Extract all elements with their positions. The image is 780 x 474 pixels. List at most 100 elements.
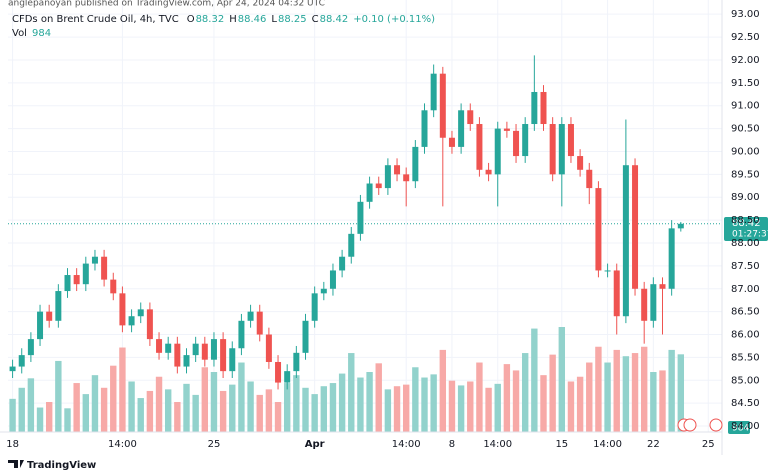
volume-bar [219,390,227,432]
candle-body [622,165,629,317]
candle-body [183,355,190,367]
candle-body [284,371,291,383]
volume-bar [265,389,273,432]
volume-bar [640,346,648,432]
candle-body [55,291,62,321]
volume-bar [476,362,483,432]
volume-bar [192,394,199,432]
volume-bar [183,383,190,432]
y-tick-label: 86.00 [731,330,760,341]
candle-body [311,293,318,321]
volume-bar [164,389,172,432]
volume-bar [119,347,126,432]
candle-body [146,309,153,340]
candle-body [91,256,98,264]
candle-body [247,311,254,321]
volume-bar [366,372,373,432]
candle-body [110,279,117,294]
y-tick-label: 85.50 [731,352,760,363]
x-tick-label: 14:00 [483,439,512,450]
volume-bar [247,381,254,432]
volume-bar [549,354,556,432]
volume-bar [567,381,575,432]
candle-body [677,223,684,229]
candle-body [439,73,446,138]
volume-bar [357,377,364,432]
volume-bar [650,372,657,432]
volume-bar [448,380,456,432]
candle-body [156,339,163,353]
volume-bar [384,389,392,432]
x-tick-label: 14:00 [593,439,622,450]
y-tick-label: 90.00 [731,146,760,157]
volume-bar [45,402,53,432]
volume-bar [613,349,620,432]
y-tick-label: 89.00 [731,192,760,203]
volume-bar [146,390,154,432]
candle-body [238,320,245,349]
volume-bar [622,356,630,432]
volume-bar [659,370,666,432]
volume-bar [100,387,108,432]
candle-body [613,270,620,317]
y-tick-label: 91.50 [731,78,760,89]
candle-body [18,355,25,367]
legend-change: +0.10 (+0.11%) [353,14,435,25]
candle-body [549,124,556,175]
candle-body [165,343,172,353]
candle-body [604,270,611,272]
volume-bar [36,407,44,432]
x-tick-label: 25 [208,439,221,450]
candle-body [329,270,336,289]
y-tick-label: 86.50 [731,307,760,318]
volume-bar [430,374,437,432]
candle-body [27,339,34,356]
y-tick-label: 92.00 [731,55,760,66]
candle-body [668,228,675,289]
x-tick-label: 15 [555,439,568,450]
y-tick-label: 89.50 [731,169,760,180]
volume-bar [439,349,447,432]
legend-ohlc: O 88.32 H 88.46 L 88.25 C 88.42 +0.10 (+0.11%) [187,14,435,25]
volume-bar [586,362,593,432]
candle-body [37,311,44,340]
y-tick-label: 87.00 [731,284,760,295]
published: anglepanoyan published on TradingView.co… [8,0,325,9]
candle-body [137,309,144,317]
x-tick-label: 25 [702,439,715,450]
volume-bar [595,346,602,432]
y-tick-label: 93.00 [731,9,760,20]
candle-body [128,316,135,326]
candle-body [82,263,89,285]
volume-bar [631,353,639,432]
legend-ohlc-value: 88.32 [196,14,225,25]
volume-bar [64,408,71,432]
legend-volume-label: Vol [12,28,27,39]
y-tick-label: 87.50 [731,261,760,272]
volume-bar [256,394,263,432]
x-tick-label: 14:00 [392,439,421,450]
volume-bar [82,394,90,432]
volume-bar [348,353,355,432]
volume-box [728,421,750,434]
volume-bar [320,386,328,432]
volume-bar [393,386,401,432]
price-box [724,217,768,241]
volume-bar [27,378,35,432]
candle-body [531,91,538,125]
volume-bar [421,377,428,432]
candle-body [421,110,428,147]
volume-bar [668,349,675,432]
y-tick-label: 90.50 [731,124,760,135]
candle-body [9,366,16,372]
volume-bar [485,387,492,432]
volume-bar [375,363,382,432]
legend-volume: 984 [32,28,51,39]
candle-body [513,130,520,157]
candle-body [220,339,227,372]
candle-body [119,293,126,326]
candle-body [522,124,529,157]
volume-bar [338,373,346,432]
last-volume: 984 [732,424,749,434]
volume-bar [412,367,419,432]
